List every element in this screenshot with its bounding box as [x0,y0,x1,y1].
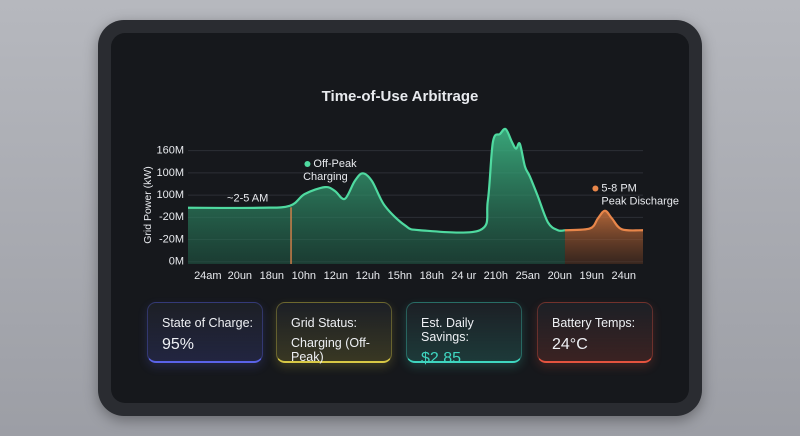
x-tick-label: 24un [612,270,636,282]
x-tick-label: 19un [580,270,604,282]
card-value: Charging (Off-Peak) [291,336,370,364]
line [564,209,644,232]
area [564,210,643,264]
x-tick-label: 12un [324,270,348,282]
y-tick-label: 160M [156,145,184,157]
x-tick-label: 12uh [356,270,380,282]
kpi-card: Battery Temps: 24°C [537,302,653,363]
annotation-text: 5-8 PM [601,182,636,194]
chart-title: Time-of-Use Arbitrage [322,88,479,105]
y-tick-label: -20M [159,233,184,245]
card-label: Battery Temps: [552,316,636,330]
x-tick-label: 20un [228,270,252,282]
y-axis-label: Grid Power (kW) [142,166,154,244]
area [188,128,565,264]
y-tick-label: 100M [156,189,184,201]
card-label: Grid Status: [291,316,357,330]
kpi-card: Grid Status: Charging (Off-Peak) [276,302,392,364]
card-value: 24°C [552,336,588,353]
card-value: 95% [162,336,195,353]
kpi-card: Est. Daily Savings: $2.85 [406,302,522,367]
card-value: $2.85 [421,350,462,367]
x-tick-label: 15hn [388,270,412,282]
annotation-text: Off-Peak [313,158,357,170]
y-tick-label: 100M [156,167,184,179]
x-tick-label: 210h [484,270,508,282]
card-label: State of Charge: [162,316,254,330]
y-tick-label: -20M [159,211,184,223]
x-tick-label: 18un [260,270,284,282]
x-tick-label: 10hn [292,270,316,282]
kpi-card: State of Charge: 95% [147,302,263,363]
x-tick-label: 25an [516,270,540,282]
annotation-dot [592,185,599,192]
y-tick-label: 0M [169,256,184,268]
x-tick-label: 24am [194,270,222,282]
card-label: Est. Daily Savings: [421,316,474,344]
x-tick-label: 18uh [420,270,444,282]
annotation-text: ~2-5 AM [227,192,268,204]
annotation-text: Peak Discharge [601,195,679,207]
annotation-dot [304,161,311,167]
line [187,127,566,234]
annotation-text: Charging [303,171,348,183]
x-tick-label: 20un [548,270,572,282]
x-tick-label: 24 ur [451,270,476,282]
